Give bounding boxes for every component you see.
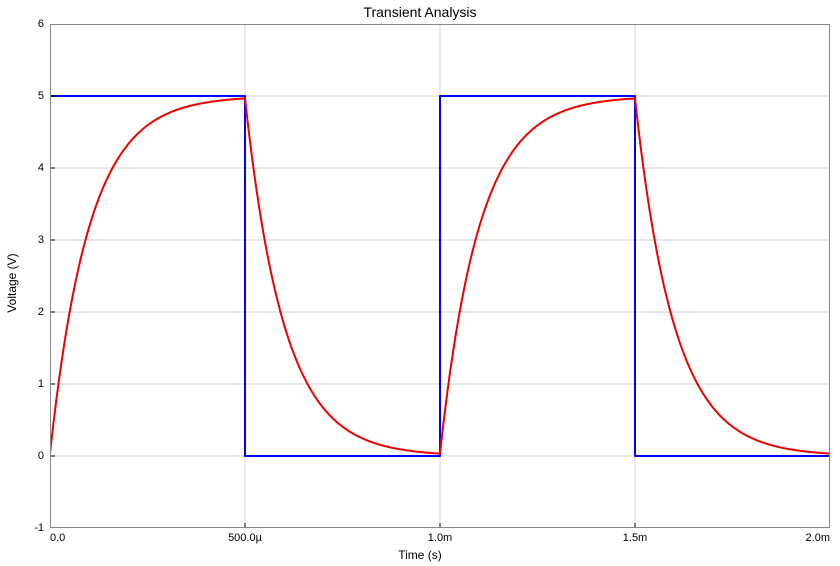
- x-axis-label: Time (s): [0, 548, 840, 562]
- y-tick-label: -1: [20, 522, 44, 534]
- x-tick-label: 1.0m: [428, 532, 452, 544]
- chart-title: Transient Analysis: [0, 4, 840, 20]
- x-tick-label: 500.0µ: [228, 532, 262, 544]
- y-axis-label: Voltage (V): [5, 253, 19, 312]
- y-tick-label: 2: [20, 306, 44, 318]
- y-tick-label: 3: [20, 234, 44, 246]
- y-tick-label: 1: [20, 378, 44, 390]
- x-tick-label: 2.0m: [806, 532, 830, 544]
- y-tick-label: 5: [20, 90, 44, 102]
- y-tick-label: 0: [20, 450, 44, 462]
- x-tick-label: 0.0: [50, 532, 65, 544]
- y-tick-label: 4: [20, 162, 44, 174]
- x-tick-label: 1.5m: [623, 532, 647, 544]
- plot-area: [50, 24, 830, 528]
- y-tick-label: 6: [20, 18, 44, 30]
- chart-container: Transient Analysis Voltage (V) Time (s) …: [0, 0, 840, 566]
